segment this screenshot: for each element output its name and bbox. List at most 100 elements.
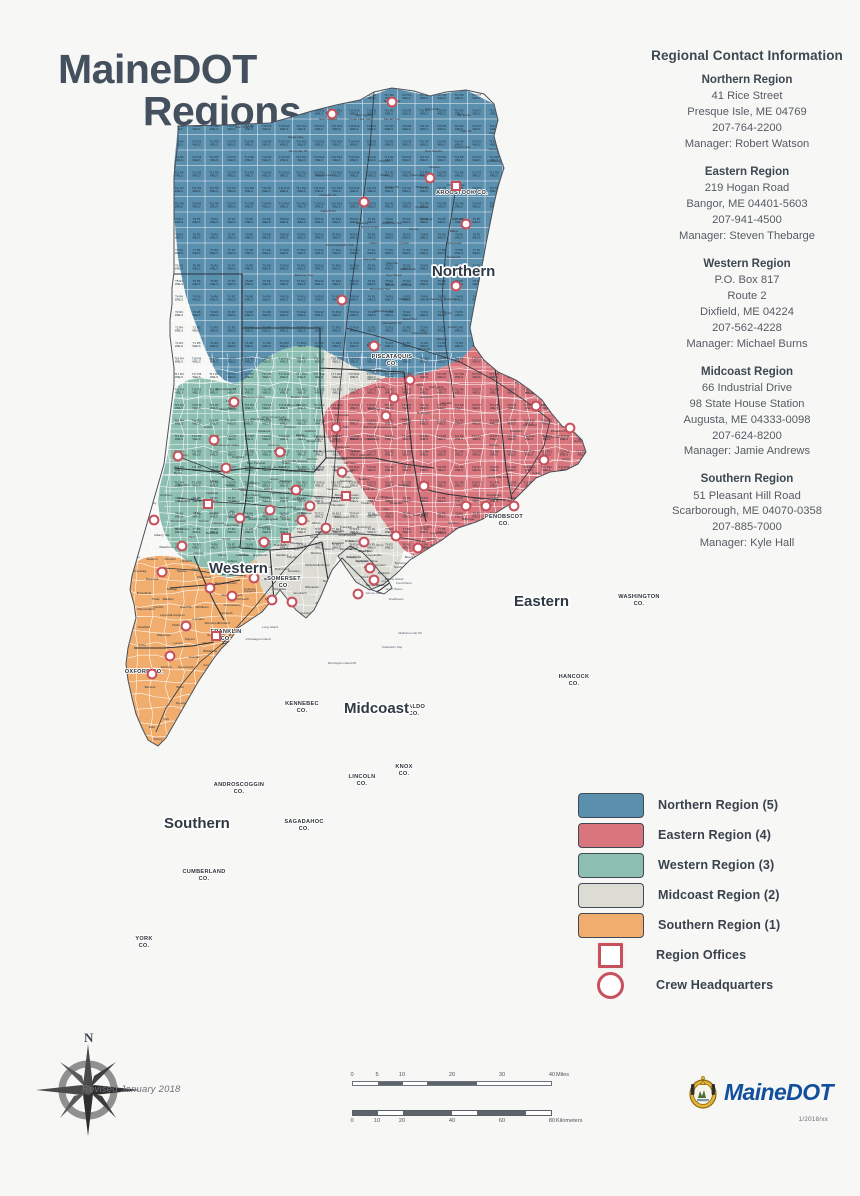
township-label: T2 R10 WELS — [279, 326, 289, 333]
town-label: Dexter — [313, 449, 322, 453]
crew-headquarters-marker[interactable] — [208, 434, 220, 446]
water-label: Isle au Haut — [366, 591, 383, 595]
crew-headquarters-marker[interactable] — [304, 500, 316, 512]
township-label: T6 R7 WELS — [227, 264, 235, 271]
crew-headquarters-marker[interactable] — [156, 566, 168, 578]
crew-headquarters-marker[interactable] — [176, 540, 188, 552]
town-label: Sweden — [146, 557, 157, 561]
crew-headquarters-marker[interactable] — [326, 108, 338, 120]
legend-item-3[interactable]: Western Region (3) — [578, 850, 848, 880]
crew-headquarters-marker[interactable] — [164, 650, 176, 662]
town-label: Biddeford — [203, 649, 217, 653]
crew-headquarters-marker[interactable] — [460, 218, 472, 230]
town-label: Mariaville — [389, 501, 402, 505]
crew-headquarters-marker[interactable] — [352, 588, 364, 600]
township-label: T6 R1 WELS — [367, 543, 375, 550]
legend-item-2[interactable]: Eastern Region (4) — [578, 820, 848, 850]
region-office-marker[interactable] — [211, 631, 221, 641]
town-label: Caratunk — [258, 429, 271, 433]
contact-region-line: Presque Isle, ME 04769 — [687, 106, 807, 119]
crew-headquarters-marker[interactable] — [248, 572, 260, 584]
crew-headquarters-marker[interactable] — [220, 462, 232, 474]
township-label: T13 R11 WELS — [296, 434, 307, 441]
crew-headquarters-marker[interactable] — [460, 500, 472, 512]
crew-headquarters-marker[interactable] — [320, 522, 332, 534]
legend-item-6[interactable]: Region Offices — [578, 940, 848, 970]
township-label: T7 R12 WELS — [559, 527, 569, 534]
crew-headquarters-marker[interactable] — [368, 340, 380, 352]
crew-headquarters-marker[interactable] — [380, 410, 392, 422]
town-label: Kingfield — [232, 455, 244, 459]
township-label: T2 R12 WELS — [314, 326, 324, 333]
crew-headquarters-marker[interactable] — [450, 280, 462, 292]
crew-headquarters-marker[interactable] — [358, 196, 370, 208]
crew-headquarters-marker[interactable] — [480, 500, 492, 512]
region-label-southern: Southern — [164, 815, 230, 832]
township-label: T17 R9 WELS — [262, 372, 272, 379]
township-label: T12 R12 WELS — [558, 450, 569, 457]
crew-headquarters-marker[interactable] — [508, 500, 520, 512]
crew-headquarters-marker[interactable] — [286, 596, 298, 608]
township-label: T18 R13 WELS — [331, 357, 342, 364]
region-office-marker[interactable] — [203, 499, 213, 509]
region-office-marker[interactable] — [341, 491, 351, 501]
region-area-northern[interactable] — [174, 88, 504, 384]
crew-headquarters-marker[interactable] — [148, 514, 160, 526]
crew-headquarters-marker[interactable] — [228, 396, 240, 408]
town-label: Pittsfield — [286, 469, 298, 473]
town-label: Paris — [188, 535, 196, 539]
crew-headquarters-marker[interactable] — [368, 574, 380, 586]
region-office-marker[interactable] — [281, 533, 291, 543]
crew-headquarters-marker[interactable] — [264, 504, 276, 516]
town-label: Greenville — [287, 403, 301, 407]
township-label: T7 R13 WELS — [332, 248, 342, 255]
crew-headquarters-marker[interactable] — [208, 562, 220, 574]
crew-headquarters-marker[interactable] — [290, 484, 302, 496]
township-label: T11 R4 WELS — [419, 465, 429, 472]
township-label: T9 R5 WELS — [437, 496, 445, 503]
legend-item-1[interactable]: Northern Region (5) — [578, 790, 848, 820]
crew-headquarters-marker[interactable] — [388, 392, 400, 404]
crew-headquarters-marker[interactable] — [180, 620, 192, 632]
crew-headquarters-marker[interactable] — [336, 294, 348, 306]
crew-headquarters-marker[interactable] — [390, 530, 402, 542]
township-label: T13 R5 WELS — [192, 155, 202, 162]
crew-headquarters-marker[interactable] — [336, 466, 348, 478]
crew-headquarters-marker[interactable] — [530, 400, 542, 412]
region-area-southern[interactable] — [126, 556, 272, 746]
crew-headquarters-marker[interactable] — [418, 480, 430, 492]
crew-headquarters-marker[interactable] — [204, 582, 216, 594]
crew-headquarters-marker[interactable] — [234, 512, 246, 524]
crew-headquarters-marker[interactable] — [404, 374, 416, 386]
town-label: Dover-Foxcroft — [316, 435, 337, 439]
crew-headquarters-marker[interactable] — [412, 542, 424, 554]
contact-region-line: Manager: Robert Watson — [684, 137, 810, 150]
crew-headquarters-marker[interactable] — [330, 422, 342, 434]
crew-headquarters-marker[interactable] — [364, 562, 376, 574]
town-label: Searsport — [351, 531, 365, 535]
legend-item-7[interactable]: Crew Headquarters — [578, 970, 848, 1000]
crew-headquarters-marker[interactable] — [172, 450, 184, 462]
township-label: T11 R3 WELS — [402, 186, 412, 193]
crew-headquarters-marker[interactable] — [538, 454, 550, 466]
scale-tick: 20 — [448, 1072, 456, 1078]
crew-headquarters-marker[interactable] — [258, 536, 270, 548]
crew-headquarters-marker[interactable] — [274, 446, 286, 458]
county-label: HANCOCK — [559, 674, 590, 680]
region-office-marker[interactable] — [451, 181, 461, 191]
crew-headquarters-marker[interactable] — [146, 668, 158, 680]
legend-item-5[interactable]: Southern Region (1) — [578, 910, 848, 940]
crew-headquarters-marker[interactable] — [386, 96, 398, 108]
town-label: Littleton — [449, 269, 460, 273]
crew-headquarters-marker[interactable] — [564, 422, 576, 434]
legend-item-4[interactable]: Midcoast Region (2) — [578, 880, 848, 910]
crew-headquarters-marker[interactable] — [266, 594, 278, 606]
township-label: T8 R10 WELS — [524, 233, 534, 240]
crew-headquarters-marker[interactable] — [296, 514, 308, 526]
crew-headquarters-marker[interactable] — [358, 536, 370, 548]
crew-headquarters-marker[interactable] — [424, 172, 436, 184]
town-label: Frankfort — [340, 525, 353, 529]
crew-headquarters-marker[interactable] — [226, 590, 238, 602]
